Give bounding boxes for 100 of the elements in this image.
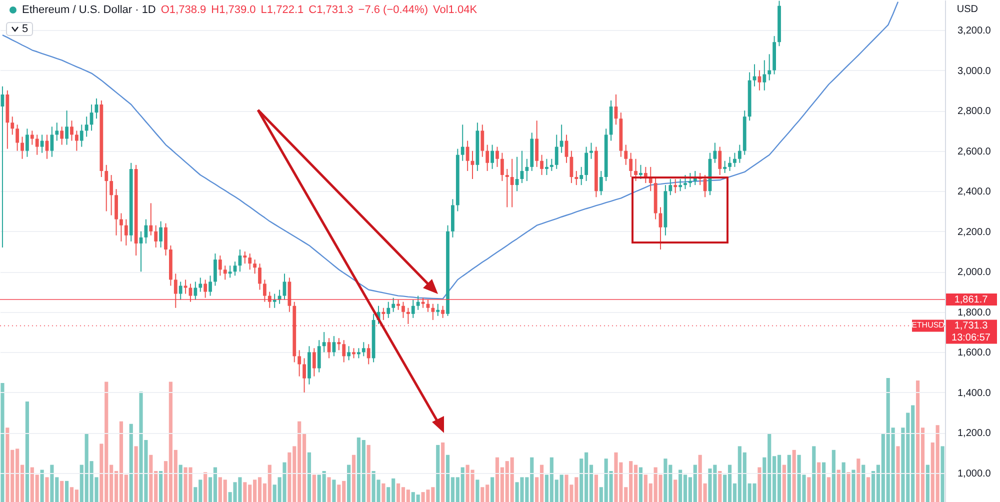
candlestick xyxy=(223,265,227,280)
candlestick xyxy=(35,134,39,156)
candlestick xyxy=(243,251,247,264)
candlestick xyxy=(272,293,276,308)
candlestick xyxy=(26,128,29,158)
candlestick xyxy=(154,224,158,248)
candlestick xyxy=(762,60,766,91)
chart-title: Ethereum / U.S. Dollar · 1D xyxy=(22,4,156,16)
candlestick xyxy=(282,273,286,300)
candlestick xyxy=(505,168,509,208)
annotation: O1,738.9 xyxy=(160,4,206,16)
candlestick xyxy=(496,146,499,168)
candlestick xyxy=(535,120,539,168)
candlestick xyxy=(124,218,128,246)
candlestick xyxy=(490,144,494,170)
candlestick xyxy=(728,156,732,172)
bar xyxy=(836,470,840,502)
candlestick xyxy=(396,299,400,310)
bar xyxy=(594,474,598,502)
candlestick xyxy=(30,130,34,146)
candlestick xyxy=(70,120,74,142)
bar xyxy=(490,477,494,502)
candlestick xyxy=(253,259,257,274)
candlestick xyxy=(634,158,638,182)
candlestick xyxy=(436,303,440,316)
candlestick xyxy=(525,158,529,182)
bar xyxy=(856,458,860,502)
candlestick xyxy=(228,265,232,278)
candlestick xyxy=(80,124,84,148)
y-tick-label: 2,800.0 xyxy=(958,106,992,118)
candlestick xyxy=(218,255,222,276)
candlestick xyxy=(639,164,642,180)
candlestick xyxy=(678,178,682,192)
candlestick xyxy=(718,146,722,176)
candlestick xyxy=(188,283,192,302)
y-tick-label: 3,200.0 xyxy=(958,26,992,37)
candlestick xyxy=(214,253,217,286)
candlestick xyxy=(441,305,445,318)
bar xyxy=(366,444,370,502)
candlestick xyxy=(688,172,692,188)
candlestick xyxy=(322,332,326,353)
bar xyxy=(846,472,850,502)
bar xyxy=(45,477,49,502)
y-tick-label: 2,400.0 xyxy=(958,186,992,198)
candlestick xyxy=(362,342,366,357)
bar xyxy=(159,471,163,502)
y-tick-label: 1,200.0 xyxy=(958,428,992,440)
candlestick xyxy=(713,142,717,164)
bar xyxy=(926,464,930,502)
candlestick xyxy=(263,279,266,302)
candlestick xyxy=(392,297,396,312)
candlestick xyxy=(684,174,687,190)
candlestick xyxy=(342,340,346,363)
candlestick xyxy=(668,178,672,196)
candlestick xyxy=(545,158,548,176)
candlestick xyxy=(298,350,302,377)
candlestick xyxy=(164,222,168,256)
candlestick xyxy=(208,275,212,296)
text: ETHUSD 1,731.3 13:06:57 xyxy=(912,320,990,344)
candlestick xyxy=(204,279,208,298)
candlestick xyxy=(560,124,564,154)
bar xyxy=(807,477,811,502)
candlestick xyxy=(20,136,24,160)
bar xyxy=(307,452,312,502)
candlestick xyxy=(599,170,603,196)
candlestick xyxy=(386,301,390,318)
candlestick xyxy=(768,54,772,81)
candlestick xyxy=(723,160,727,174)
candlestick xyxy=(50,126,54,158)
candlestick xyxy=(312,348,316,377)
candlestick xyxy=(406,307,410,324)
candlestick xyxy=(65,110,68,146)
bar xyxy=(436,444,440,502)
y-tick-label: 1,400.0 xyxy=(958,388,992,399)
candlestick xyxy=(10,116,14,136)
bar xyxy=(852,470,856,502)
candlestick xyxy=(480,124,484,158)
bar xyxy=(312,474,316,502)
bar xyxy=(940,446,944,502)
annotation: 5 xyxy=(22,23,28,35)
candlestick xyxy=(674,178,678,194)
candlestick xyxy=(40,134,44,154)
annotation: L1,722.1 xyxy=(260,4,304,16)
candlestick xyxy=(466,140,470,172)
annotation: C1,731.3 xyxy=(308,4,354,16)
bar xyxy=(718,471,722,502)
y-tick-label: 2,000.0 xyxy=(958,267,992,278)
candlestick xyxy=(302,358,306,393)
candlestick xyxy=(416,295,420,310)
candlestick xyxy=(178,281,182,300)
candlestick xyxy=(590,142,593,160)
annotation: −7.6 (−0.44%) xyxy=(358,4,428,16)
candlestick xyxy=(120,212,123,242)
line-series xyxy=(2,1,899,300)
candlestick xyxy=(74,130,78,152)
candlestick xyxy=(159,220,162,248)
candlestick xyxy=(460,124,464,162)
candlestick xyxy=(104,164,108,212)
bar xyxy=(792,450,796,502)
y-tick-label: 1,600.0 xyxy=(958,348,992,359)
